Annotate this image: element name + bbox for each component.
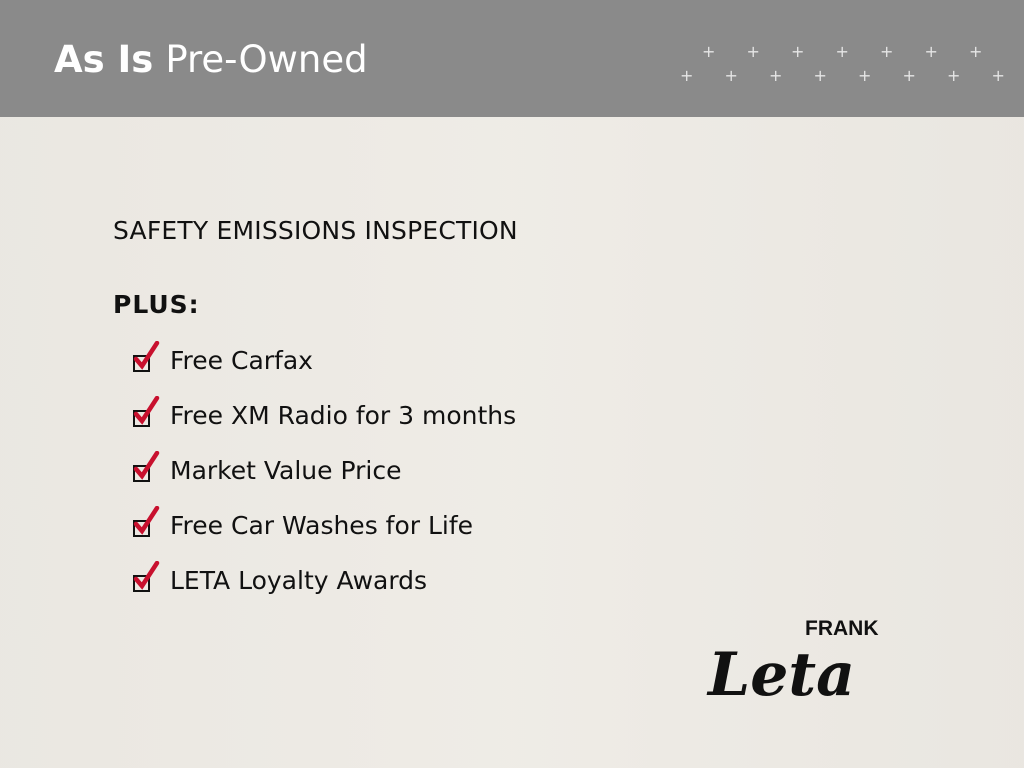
list-item: Free Car Washes for Life [133, 505, 473, 545]
plus-mark: + [746, 42, 760, 61]
item-label: Free Car Washes for Life [170, 510, 474, 540]
checkbox-checked-icon [133, 505, 160, 537]
plus-mark: + [835, 42, 849, 61]
plus-mark: + [813, 66, 827, 85]
slide-title: As Is Pre-Owned [54, 38, 368, 81]
header-bar: As Is Pre-Owned + + + + + + + + + + + + + + + [0, 0, 1024, 117]
logo-leta: Leta [708, 640, 855, 710]
item-label: LETA Loyalty Awards [170, 565, 428, 595]
plus-mark: + [680, 66, 694, 85]
checkbox-checked-icon [133, 450, 160, 482]
checkbox-checked-icon [133, 560, 160, 592]
plus-mark: + [924, 42, 938, 61]
list-item: Market Value Price [133, 450, 401, 490]
checkbox-checked-icon [133, 340, 160, 372]
item-label: Free Carfax [170, 345, 313, 375]
list-item: Free XM Radio for 3 months [133, 395, 516, 435]
plus-mark: + [947, 66, 961, 85]
plus-mark: + [858, 66, 872, 85]
section-heading: SAFETY EMISSIONS INSPECTION [113, 216, 518, 245]
checkbox-checked-icon [133, 395, 160, 427]
item-label: Free XM Radio for 3 months [170, 400, 517, 430]
plus-mark: + [991, 66, 1005, 85]
plus-mark: + [880, 42, 894, 61]
plus-mark: + [724, 66, 738, 85]
plus-label: PLUS: [113, 290, 200, 319]
plus-mark: + [969, 42, 983, 61]
plus-mark: + [791, 42, 805, 61]
title-bold: As Is [54, 38, 154, 81]
plus-mark: + [769, 66, 783, 85]
list-item: Free Carfax [133, 340, 313, 380]
list-item: LETA Loyalty Awards [133, 560, 427, 600]
plus-mark: + [702, 42, 716, 61]
plus-mark: + [902, 66, 916, 85]
item-label: Market Value Price [170, 455, 402, 485]
title-rest: Pre-Owned [165, 38, 368, 81]
logo-frank: FRANK [805, 617, 879, 640]
